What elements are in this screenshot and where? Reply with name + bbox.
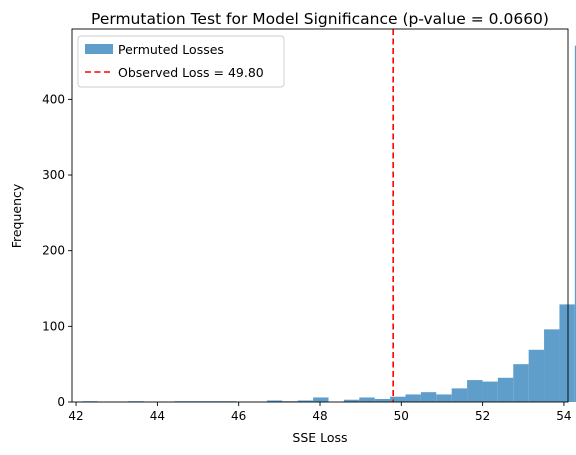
- histogram-bar: [451, 388, 468, 402]
- legend: Permuted Losses Observed Loss = 49.80: [77, 35, 285, 88]
- x-tick-label: 46: [231, 409, 246, 423]
- histogram-bar: [390, 396, 406, 402]
- y-tick-label: 0: [57, 395, 65, 409]
- chart-title: Permutation Test for Model Significance …: [91, 10, 549, 28]
- histogram-bar: [343, 399, 360, 402]
- histogram-bar: [359, 397, 375, 402]
- x-tick-label: 54: [556, 409, 571, 423]
- x-tick-label: 48: [312, 409, 327, 423]
- y-tick-label: 100: [42, 319, 65, 333]
- x-tick-label: 50: [394, 409, 409, 423]
- histogram-bar: [297, 400, 314, 402]
- histogram-bar: [559, 304, 575, 402]
- x-axis-label: SSE Loss: [292, 430, 347, 445]
- histogram-bar: [436, 394, 452, 402]
- legend-box: [77, 35, 285, 88]
- histogram-bar: [467, 380, 483, 402]
- y-axis-label: Frequency: [9, 183, 24, 248]
- y-axis-ticks: 0 100 200 300 400: [42, 92, 72, 409]
- histogram-bar: [420, 392, 437, 402]
- histogram-bar: [405, 394, 421, 402]
- histogram-bar: [574, 45, 576, 403]
- histogram-bar: [313, 397, 329, 402]
- legend-label-observed: Observed Loss = 49.80: [118, 65, 264, 80]
- x-tick-label: 44: [150, 409, 165, 423]
- y-tick-label: 200: [42, 244, 65, 258]
- legend-swatch-permuted: [85, 44, 113, 54]
- histogram-bar: [497, 377, 514, 402]
- bars-group: [82, 45, 576, 403]
- y-tick-label: 400: [42, 92, 65, 106]
- histogram-bar: [513, 364, 529, 402]
- histogram-bar: [544, 329, 560, 402]
- legend-label-permuted: Permuted Losses: [118, 42, 224, 57]
- x-tick-label: 42: [68, 409, 83, 423]
- histogram-bar: [482, 381, 498, 402]
- x-tick-label: 52: [475, 409, 490, 423]
- y-tick-label: 300: [42, 168, 65, 182]
- x-axis-ticks: 42 44 46 48 50 52 54: [68, 402, 572, 423]
- histogram-bar: [374, 398, 391, 402]
- histogram-bar: [528, 349, 545, 402]
- histogram-bar: [266, 400, 283, 402]
